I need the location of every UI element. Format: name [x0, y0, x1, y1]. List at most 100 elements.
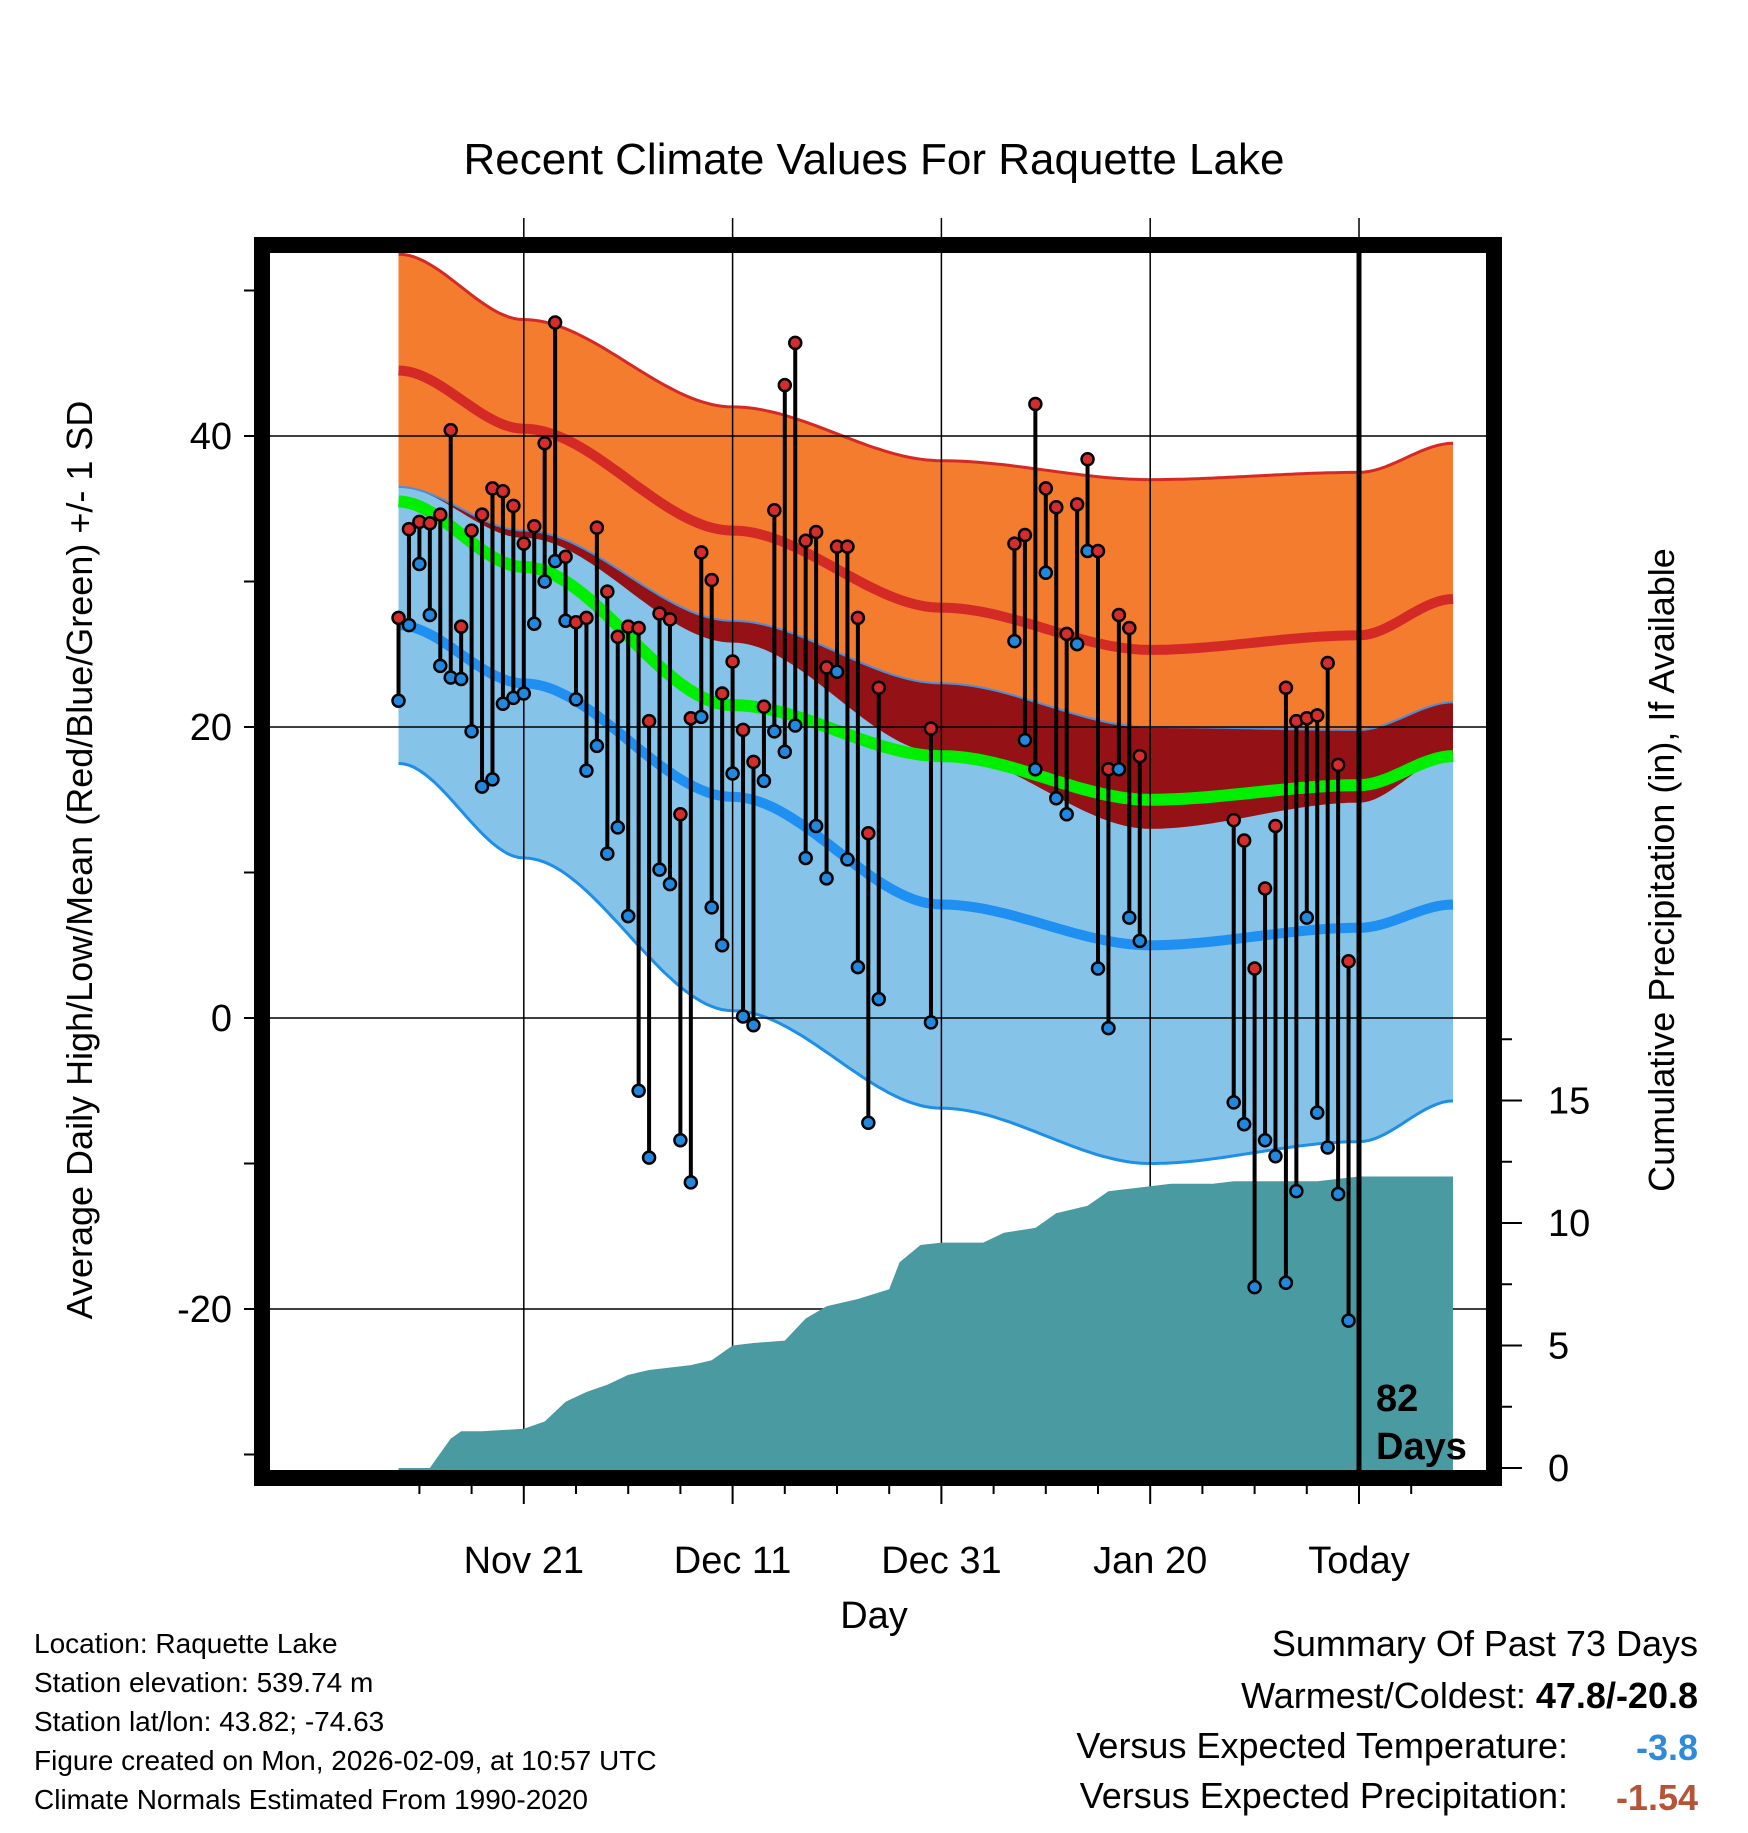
- daily-obs: [1069, 497, 1085, 652]
- daily-obs: [798, 533, 813, 866]
- daily-obs: [1101, 761, 1116, 1036]
- y-tick-label: -20: [177, 1289, 232, 1331]
- daily-obs: [474, 507, 490, 794]
- low-marker: [714, 938, 730, 953]
- daily-obs: [1059, 626, 1074, 822]
- low-marker: [923, 1015, 939, 1030]
- high-marker: [610, 629, 626, 645]
- low-marker: [589, 738, 605, 754]
- high-marker: [474, 507, 490, 522]
- daily-obs: [1236, 833, 1252, 1132]
- daily-obs: [1048, 500, 1064, 806]
- daily-obs: [735, 722, 751, 1024]
- high-marker: [495, 484, 511, 499]
- low-marker: [485, 772, 500, 787]
- low-marker: [1007, 633, 1022, 649]
- daily-obs: [433, 507, 448, 674]
- daily-obs: [694, 545, 709, 725]
- chart-title: Recent Climate Values For Raquette Lake: [464, 135, 1285, 184]
- low-marker: [756, 773, 772, 789]
- summary-warmest-label: Warmest/Coldest:: [1241, 1675, 1536, 1716]
- daily-obs: [1007, 536, 1022, 649]
- high-marker: [1111, 607, 1127, 623]
- daily-obs: [673, 807, 688, 1148]
- daily-obs: [756, 699, 772, 789]
- high-marker: [704, 572, 719, 588]
- y-axis-label: Average Daily High/Low/Mean (Red/Blue/Gr…: [59, 401, 100, 1320]
- low-marker: [683, 1175, 699, 1190]
- low-marker: [840, 852, 855, 867]
- low-marker: [391, 693, 406, 709]
- daily-obs: [871, 680, 887, 1007]
- daily-obs: [631, 620, 646, 1098]
- low-marker: [1028, 761, 1043, 777]
- daily-obs: [850, 610, 866, 975]
- high-marker: [433, 507, 448, 522]
- x-tick-label: Jan 20: [1093, 1540, 1207, 1582]
- precipitation-area: [398, 1176, 1453, 1478]
- low-marker: [453, 671, 469, 687]
- daily-obs: [662, 612, 678, 892]
- summary-precip-label: Versus Expected Precipitation:: [1080, 1775, 1568, 1816]
- low-marker: [1122, 910, 1137, 925]
- low-marker: [1017, 732, 1033, 748]
- low-marker: [641, 1150, 657, 1165]
- daily-obs: [610, 629, 626, 835]
- high-marker: [1028, 396, 1043, 412]
- low-marker: [808, 818, 824, 834]
- daily-obs: [777, 377, 793, 759]
- high-marker: [725, 654, 740, 669]
- daily-obs: [641, 713, 657, 1165]
- high-marker: [777, 377, 793, 393]
- daily-obs: [861, 825, 876, 1131]
- summary-panel: Summary Of Past 73 Days Warmest/Coldest:…: [1076, 1623, 1698, 1818]
- x-axis-label: Day: [840, 1595, 908, 1637]
- low-marker: [673, 1132, 688, 1148]
- y2-axis-label: Cumulative Precipitation (in), If Availa…: [1641, 548, 1682, 1192]
- high-marker: [641, 713, 657, 729]
- low-marker: [1320, 1140, 1335, 1155]
- low-upper-edge: [398, 485, 1454, 731]
- daily-obs: [1090, 543, 1106, 976]
- low-marker: [1278, 1275, 1294, 1291]
- daily-obs: [579, 610, 594, 778]
- low-marker: [787, 718, 803, 733]
- summary-precip-value: -1.54: [1616, 1777, 1698, 1818]
- daily-obs: [725, 654, 740, 781]
- daily-obs: [704, 572, 719, 915]
- normal-bands: [398, 252, 1454, 1165]
- high-marker: [673, 807, 688, 822]
- low-marker: [1268, 1148, 1283, 1164]
- high-marker: [631, 620, 646, 636]
- high-marker: [861, 825, 876, 841]
- low-marker: [516, 686, 532, 701]
- y-axis-left: -20 0 20 40: [177, 289, 254, 1456]
- today-days-count: 82: [1376, 1378, 1418, 1420]
- daily-obs: [1309, 708, 1325, 1120]
- high-sd-band: [398, 254, 1453, 829]
- low-marker: [1257, 1132, 1273, 1148]
- high-marker: [526, 518, 542, 534]
- high-marker: [1080, 452, 1095, 467]
- daily-obs: [787, 335, 803, 733]
- low-marker: [1299, 910, 1315, 925]
- low-marker: [401, 617, 417, 633]
- daily-obs: [1320, 655, 1335, 1155]
- low-marker: [694, 709, 709, 725]
- high-marker: [923, 721, 939, 736]
- x-tick-label: Nov 21: [464, 1540, 584, 1582]
- low-marker: [1101, 1020, 1116, 1036]
- daily-obs: [1017, 527, 1033, 748]
- low-marker: [568, 692, 584, 707]
- high-marker: [1278, 680, 1294, 695]
- high-marker: [652, 606, 667, 621]
- info-created: Figure created on Mon, 2026-02-09, at 10…: [34, 1745, 657, 1776]
- daily-obs: [767, 502, 782, 739]
- high-marker: [756, 699, 772, 714]
- daily-obs: [453, 619, 469, 687]
- high-marker: [1247, 961, 1262, 976]
- daily-obs: [1247, 961, 1262, 1295]
- low-marker: [1090, 961, 1106, 976]
- daily-obs: [1111, 607, 1127, 777]
- low-marker: [1226, 1095, 1241, 1110]
